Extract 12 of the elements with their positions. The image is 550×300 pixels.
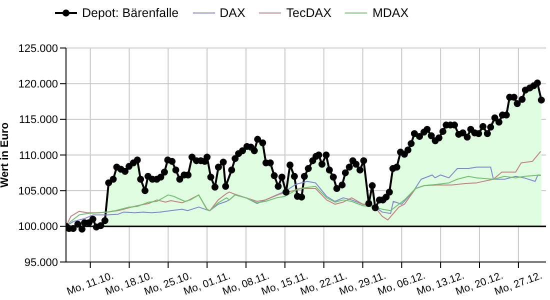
legend-label: Depot: Bärenfalle [82, 6, 179, 20]
legend-label: TecDAX [286, 6, 332, 20]
y-tick-label: 125.000 [18, 42, 58, 55]
y-tick-label: 110.000 [19, 150, 58, 162]
legend-label: MDAX [372, 6, 409, 20]
y-axis-title: Wert in Euro [0, 122, 11, 188]
y-tick-label: 95.000 [24, 256, 58, 269]
y-tick-label: 120.000 [18, 78, 58, 91]
y-tick-label: 100.000 [18, 221, 58, 234]
y-tick-label: 105.000 [18, 186, 58, 198]
legend-label: DAX [220, 6, 246, 20]
y-tick-label: 115.000 [19, 114, 58, 126]
